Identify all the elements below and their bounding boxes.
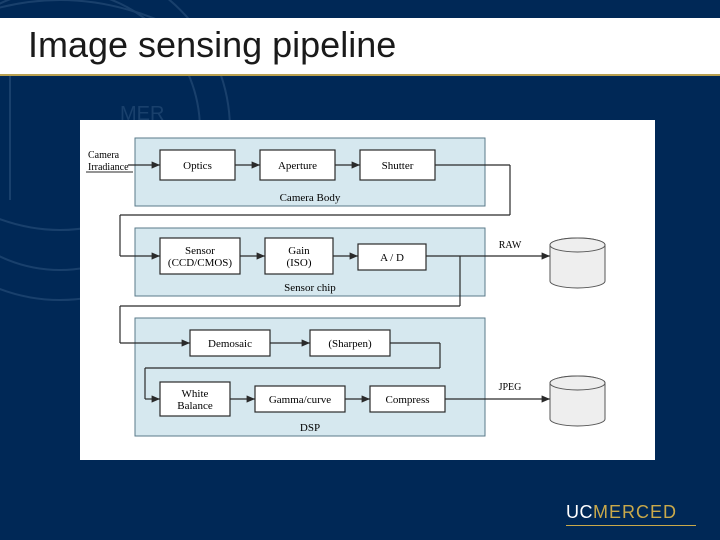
svg-text:Gain: Gain [288,245,310,257]
svg-text:Camera: Camera [88,150,120,161]
svg-text:(ISO): (ISO) [286,257,311,269]
logo-uc: UC [566,502,593,522]
svg-text:Camera Body: Camera Body [280,192,341,204]
page-title: Image sensing pipeline [28,24,396,66]
pipeline-diagram: Camera Body Sensor chip DSP CameraIrradianc… [80,120,655,460]
svg-text:JPEG: JPEG [499,382,522,393]
svg-text:Demosaic: Demosaic [208,338,252,350]
svg-text:Balance: Balance [177,400,213,412]
ucmerced-logo: UCMERCED [566,502,696,526]
svg-text:RAW: RAW [499,240,522,251]
svg-text:Irradiance: Irradiance [88,162,129,173]
svg-text:Compress: Compress [386,394,430,406]
svg-text:(CCD/CMOS): (CCD/CMOS) [168,257,233,269]
svg-text:White: White [182,388,209,400]
svg-text:Sensor: Sensor [185,245,215,257]
logo-merced: MERCED [593,502,677,522]
svg-text:DSP: DSP [300,422,320,434]
title-bar: Image sensing pipeline [0,18,720,88]
svg-text:Gamma/curve: Gamma/curve [269,394,331,406]
svg-text:Sensor chip: Sensor chip [284,282,336,294]
svg-text:Shutter: Shutter [382,160,414,172]
svg-text:Optics: Optics [183,160,212,172]
svg-text:(Sharpen): (Sharpen) [328,338,372,350]
svg-text:A / D: A / D [380,252,404,264]
svg-text:Aperture: Aperture [278,160,317,172]
